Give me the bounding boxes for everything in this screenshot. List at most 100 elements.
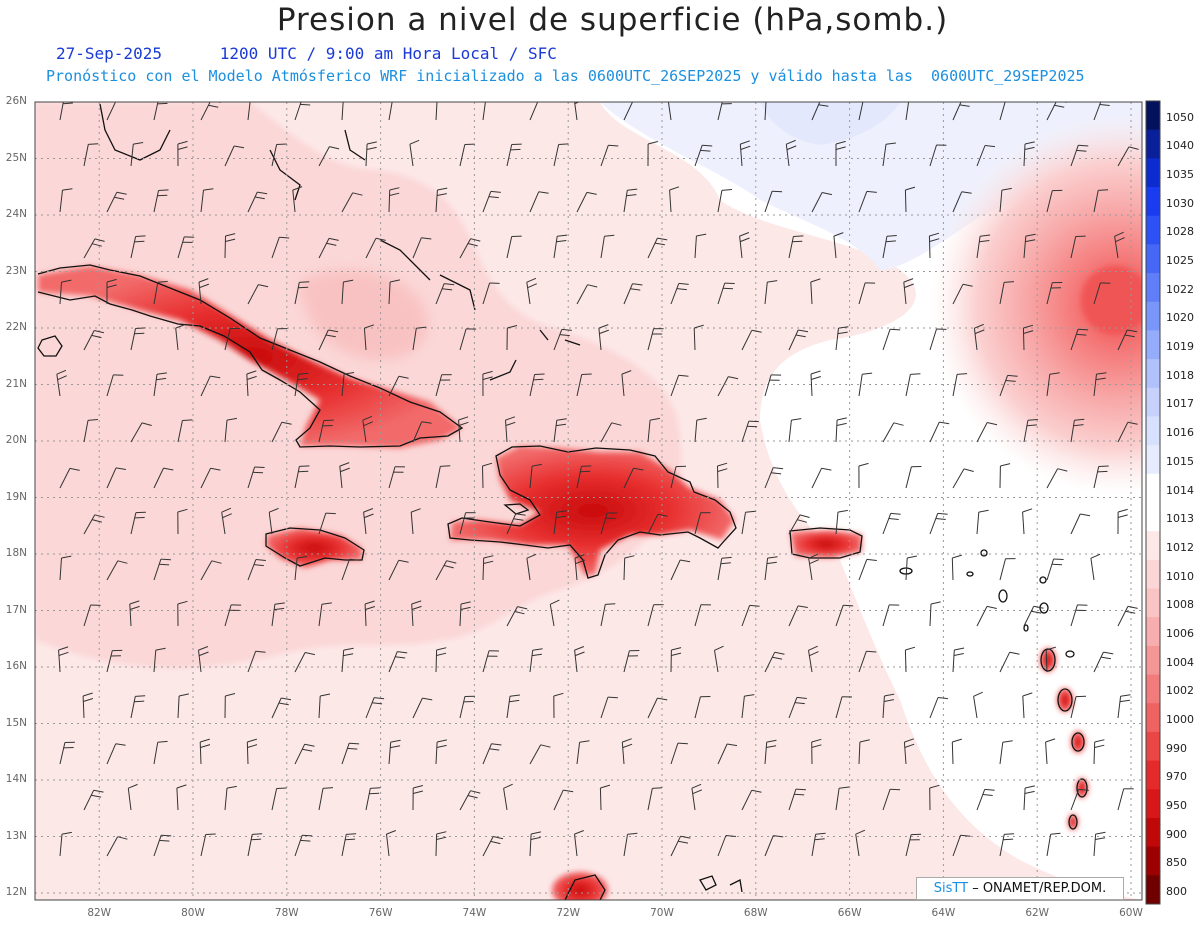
lon-label: 76W xyxy=(368,907,393,919)
wind-barb-flag xyxy=(810,370,821,375)
wind-barb-flag xyxy=(929,784,940,789)
colorbar-swatch xyxy=(1146,129,1160,159)
wind-barb-flag xyxy=(833,232,844,237)
wind-barb-flag xyxy=(88,143,99,145)
wind-barb-flag xyxy=(1078,788,1089,791)
wind-barb-flag xyxy=(161,834,172,837)
wind-barb-staff xyxy=(506,513,517,535)
wind-barb-flag xyxy=(864,98,874,99)
wind-barb-flag xyxy=(1097,470,1108,473)
wind-barb-flag xyxy=(386,830,396,835)
lon-label: 68W xyxy=(743,907,768,919)
wind-barb-staff xyxy=(526,282,531,305)
wind-barb-staff xyxy=(621,742,625,765)
wind-barb-flag xyxy=(157,280,168,283)
wind-barb-flag xyxy=(274,607,285,611)
wind-barb-flag xyxy=(106,278,117,283)
wind-barb-staff xyxy=(106,467,117,489)
wind-barb-flag xyxy=(437,96,447,98)
wind-barb-staff xyxy=(221,512,226,535)
wind-barb-flag xyxy=(1002,740,1013,743)
wind-barb-staff xyxy=(82,695,85,719)
wind-barb-flag xyxy=(786,145,797,151)
wind-barb-staff xyxy=(175,328,179,351)
wind-barb-flag xyxy=(747,425,758,428)
wind-barb-staff xyxy=(435,741,438,765)
wind-barb-flag xyxy=(390,739,401,743)
wind-barb-staff xyxy=(623,190,628,213)
wind-barb-flag xyxy=(904,283,914,289)
colorbar-swatch xyxy=(1146,875,1160,905)
wind-barb-flag xyxy=(115,743,126,746)
wind-barb-flag xyxy=(514,611,525,615)
wind-barb-flag xyxy=(982,794,993,796)
wind-barb-staff xyxy=(553,329,563,351)
wind-barb-staff xyxy=(882,329,891,351)
land-pressure-highlights xyxy=(38,266,1088,900)
lat-label: 25N xyxy=(5,151,27,164)
wind-barb-staff xyxy=(1023,787,1026,811)
wind-barb-staff xyxy=(717,190,723,213)
wind-barb-flag xyxy=(557,234,568,237)
wind-barb-staff xyxy=(482,743,492,765)
wind-barb-staff xyxy=(905,834,912,857)
wind-barb-staff xyxy=(952,468,965,489)
wind-barb-flag xyxy=(1095,831,1106,835)
wind-barb-flag xyxy=(363,508,374,513)
wind-barb-staff xyxy=(459,512,467,535)
wind-barb-staff xyxy=(973,696,978,719)
wind-barb-staff xyxy=(1046,282,1053,305)
wind-barb-flag xyxy=(299,281,310,283)
wind-barb-flag xyxy=(460,606,471,610)
wind-barb-flag xyxy=(329,146,340,150)
wind-barb-flag xyxy=(106,284,117,288)
wind-barb-staff xyxy=(294,466,300,489)
wind-barb-flag xyxy=(278,702,289,706)
wind-barb-flag xyxy=(444,283,455,286)
wind-barb-flag xyxy=(1117,508,1128,513)
wind-barb-staff xyxy=(623,467,634,489)
wind-barb-staff xyxy=(294,558,298,581)
wind-barb-flag xyxy=(890,512,901,515)
wind-barb-staff xyxy=(341,559,350,581)
wind-barb-flag xyxy=(393,98,403,99)
wind-barb-staff xyxy=(1046,834,1052,857)
wind-barb-flag xyxy=(254,466,265,468)
wind-barb-staff xyxy=(976,145,986,167)
colorbar-label: 1004 xyxy=(1166,655,1194,669)
wind-barb-flag xyxy=(177,140,188,145)
wind-barb-staff xyxy=(951,557,954,581)
wind-barb-flag xyxy=(436,831,447,835)
lon-label: 66W xyxy=(837,907,862,919)
wind-barb-flag xyxy=(210,467,221,471)
wind-barb-flag xyxy=(905,646,916,651)
low-pressure-core xyxy=(1081,266,1142,334)
wind-barb-flag xyxy=(771,472,782,475)
wind-barb-flag xyxy=(1023,324,1034,329)
wind-barb-staff xyxy=(341,281,344,305)
wind-barb-staff xyxy=(247,559,257,581)
wind-barb-flag xyxy=(163,467,174,471)
wind-barb-staff xyxy=(59,557,62,581)
wind-barb-flag xyxy=(980,234,991,237)
wind-barbs xyxy=(56,94,1139,857)
wind-barb-staff xyxy=(271,788,278,811)
wind-barb-staff xyxy=(59,742,66,765)
wind-barb-flag xyxy=(678,840,689,844)
wind-barb-staff xyxy=(177,236,185,259)
wind-barb-flag xyxy=(574,646,585,651)
wind-barb-flag xyxy=(668,94,677,98)
wind-barb-flag xyxy=(647,141,658,145)
wind-barb-flag xyxy=(1022,692,1033,697)
wind-barb-flag xyxy=(258,284,269,288)
wind-barb-staff xyxy=(905,557,908,581)
wind-barb-staff xyxy=(999,190,1003,213)
wind-barb-flag xyxy=(608,144,619,147)
wind-barb-staff xyxy=(903,742,907,765)
wind-barb-staff xyxy=(59,190,63,213)
wind-barb-flag xyxy=(115,467,126,470)
wind-barb-flag xyxy=(1025,239,1036,243)
wind-barb-staff xyxy=(1022,511,1025,535)
wind-barb-flag xyxy=(904,738,914,743)
wind-barb-staff xyxy=(435,649,438,673)
